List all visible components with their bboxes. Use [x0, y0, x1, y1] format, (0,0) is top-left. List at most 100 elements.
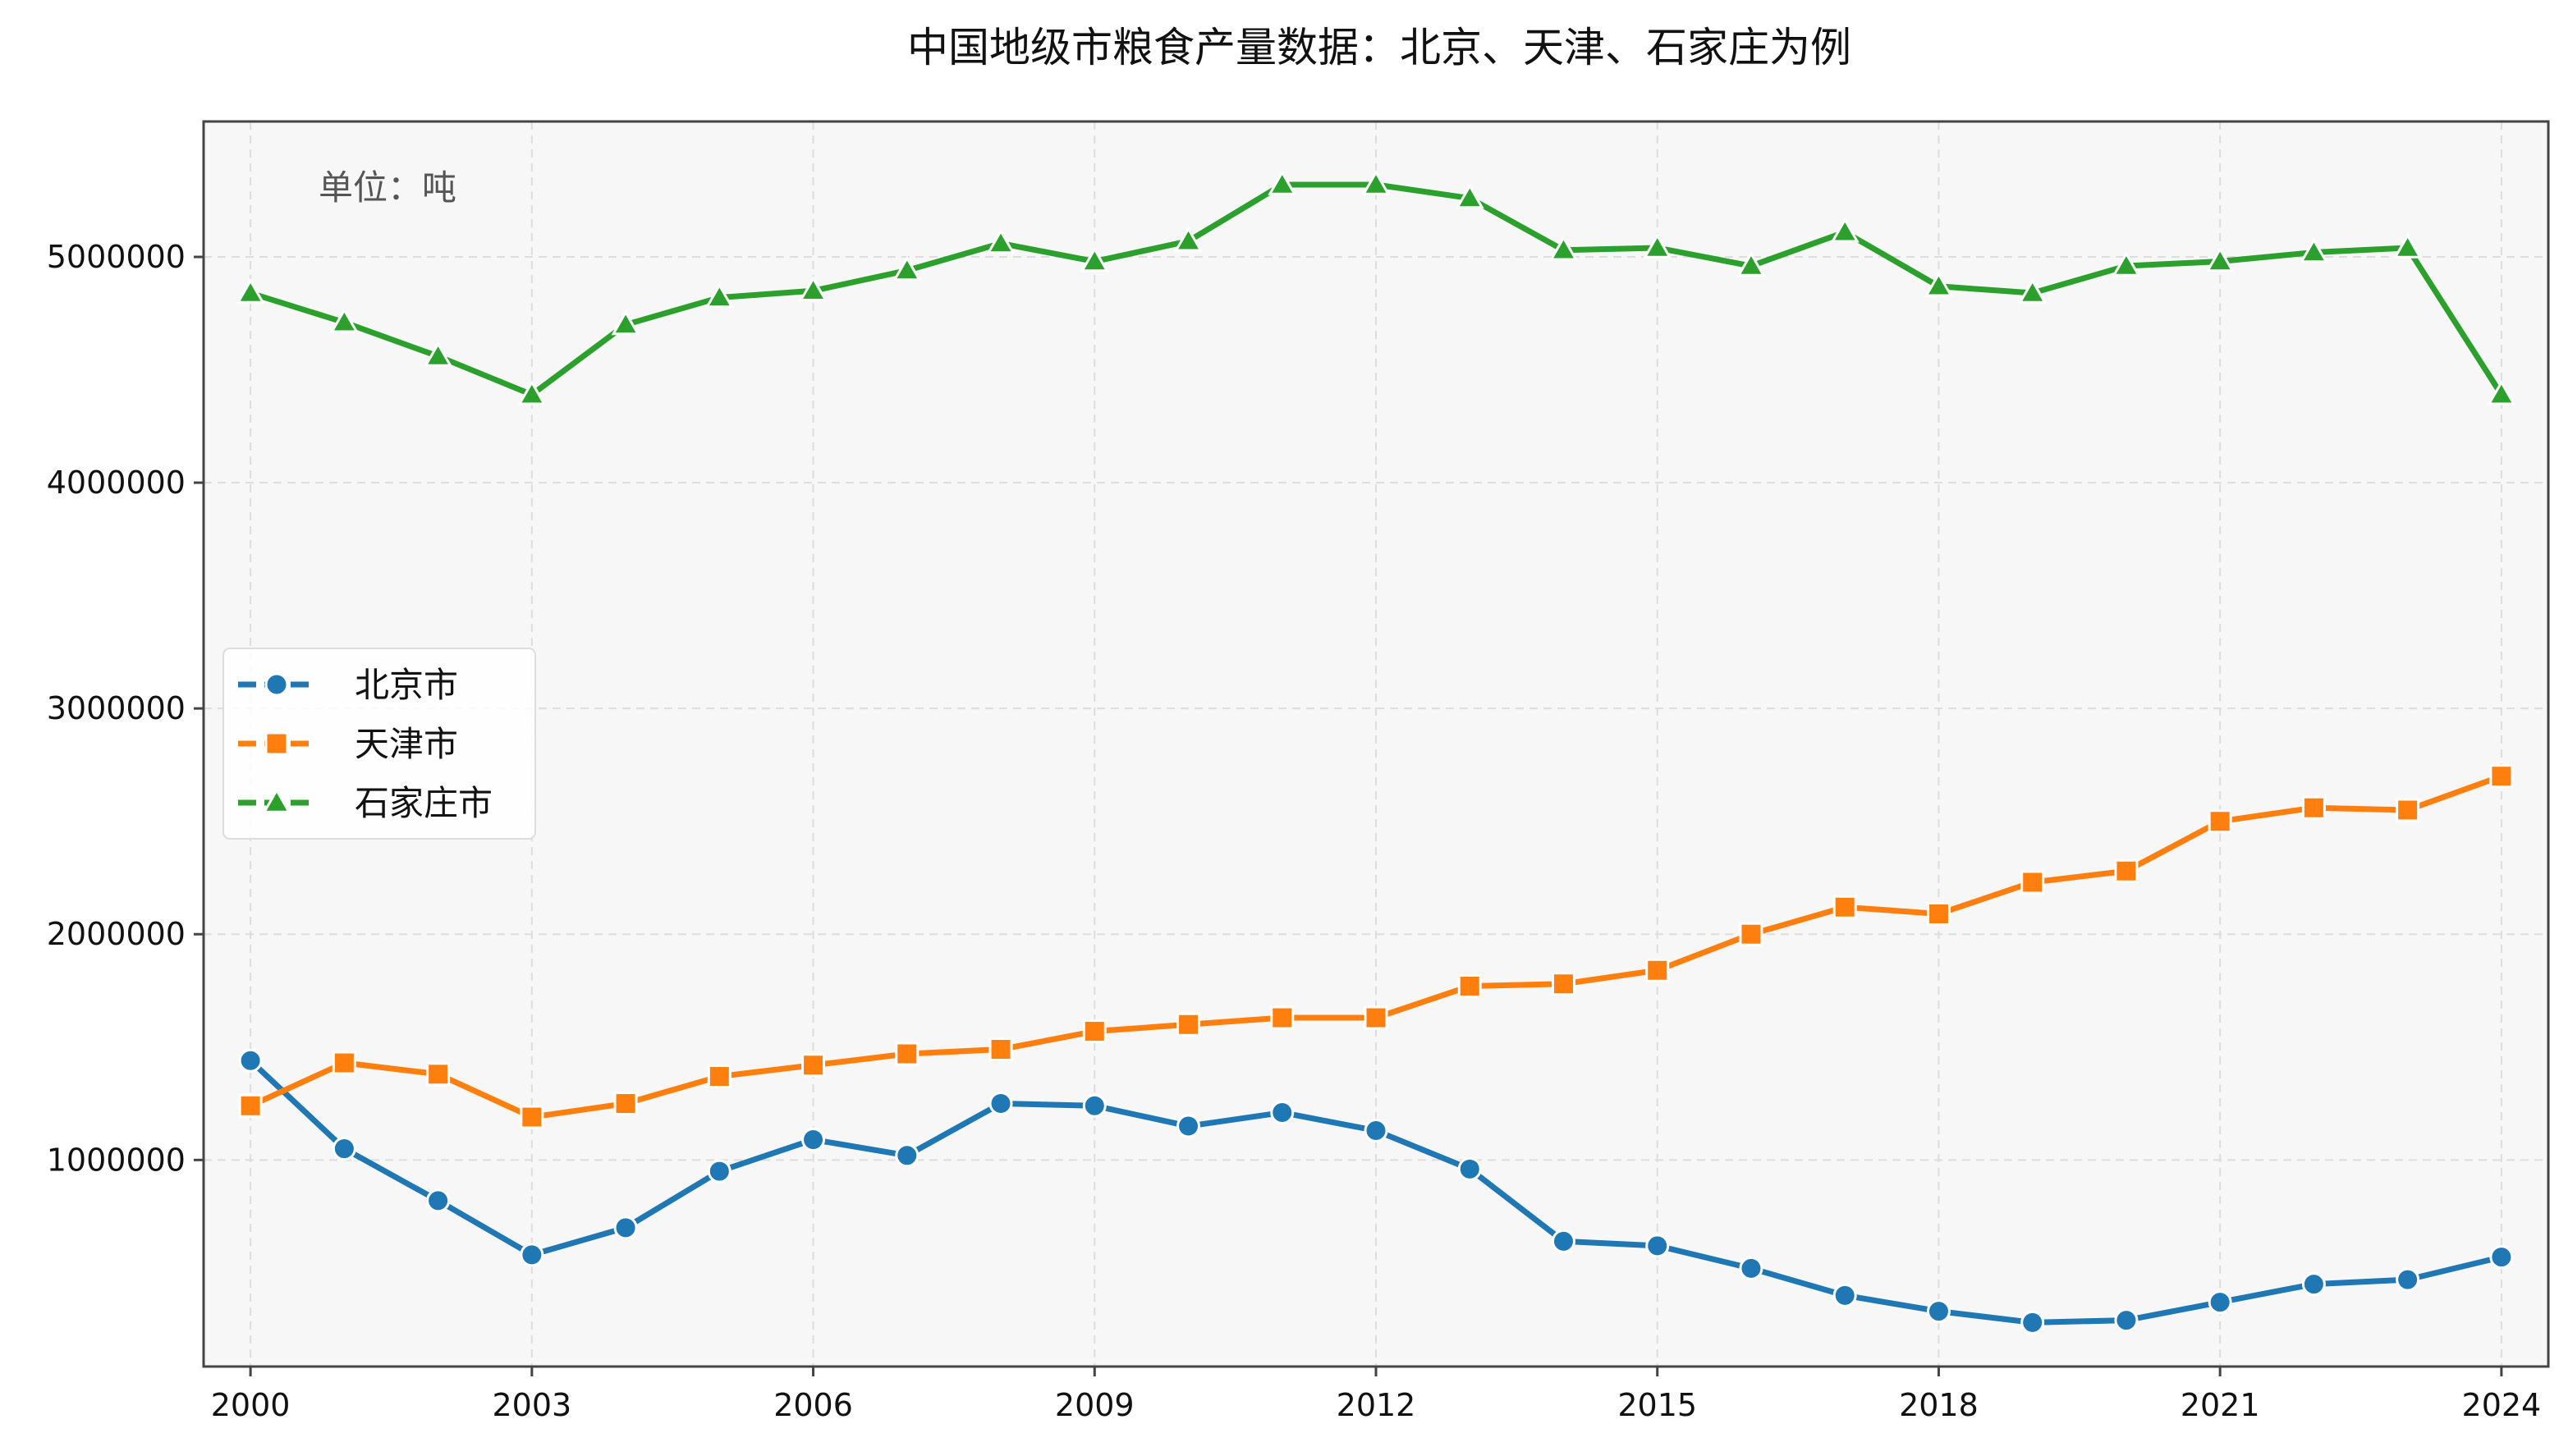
series-circle — [238, 1048, 2514, 1335]
data-point — [2489, 1245, 2514, 1270]
data-point — [2020, 870, 2045, 895]
data-point — [238, 1048, 263, 1073]
data-point — [1176, 1012, 1201, 1037]
data-point — [1173, 226, 1204, 252]
legend-label: 石家庄市 — [355, 783, 493, 823]
data-point — [236, 278, 265, 304]
data-point — [1176, 1114, 1201, 1138]
data-point — [1926, 1299, 1951, 1324]
data-point — [707, 1159, 731, 1184]
x-tick-label: 2012 — [1337, 1387, 1416, 1423]
x-tick-label: 2003 — [492, 1387, 571, 1423]
data-point — [2487, 379, 2516, 405]
data-point — [2208, 809, 2232, 834]
data-point — [704, 282, 734, 309]
data-point — [1739, 922, 1763, 946]
data-point — [520, 1105, 544, 1129]
data-point — [1268, 170, 1297, 195]
data-point — [332, 1051, 356, 1075]
data-point — [520, 1243, 544, 1267]
data-point — [1551, 1229, 1575, 1253]
data-point — [2114, 1308, 2139, 1333]
legend-item: 北京市 — [238, 665, 458, 705]
x-tick-label: 2000 — [211, 1387, 291, 1423]
data-point — [707, 1065, 731, 1089]
axes: 2000 2003 2006 2009 2012 2015 2018 2021 2024 1000… — [47, 239, 2541, 1423]
data-point — [2114, 858, 2139, 883]
x-tick-label: 2021 — [2181, 1387, 2260, 1423]
series-square — [238, 764, 2514, 1129]
data-point — [1457, 974, 1482, 999]
data-point — [801, 1128, 826, 1152]
data-point — [2489, 764, 2514, 789]
data-point — [1551, 972, 1575, 996]
data-point — [426, 1188, 451, 1213]
legend-item: 石家庄市 — [238, 783, 493, 823]
data-point — [895, 1143, 919, 1168]
legend-marker — [264, 672, 289, 697]
data-point — [2301, 1272, 2326, 1297]
data-point — [426, 1062, 451, 1087]
data-point — [329, 307, 359, 333]
series-group — [236, 170, 2516, 1335]
data-point — [1832, 895, 1857, 919]
data-point — [1080, 246, 1109, 272]
data-point — [1736, 251, 1766, 277]
data-point — [1082, 1019, 1107, 1044]
data-point — [517, 379, 547, 405]
x-tick-label: 2015 — [1617, 1387, 1697, 1423]
data-point — [801, 1053, 826, 1078]
data-point — [2396, 1267, 2420, 1292]
y-tick-label: 2000000 — [47, 916, 186, 952]
data-point — [613, 1216, 638, 1240]
legend-item: 天津市 — [238, 724, 458, 764]
data-point — [1455, 183, 1484, 209]
data-point — [1364, 1005, 1388, 1030]
data-point — [2299, 237, 2328, 263]
data-point — [1645, 1234, 1670, 1258]
data-point — [611, 309, 640, 336]
data-point — [1830, 217, 1860, 243]
y-tick-label: 1000000 — [47, 1142, 186, 1178]
data-point — [2301, 795, 2326, 820]
data-point — [1364, 1119, 1388, 1143]
legend-label: 天津市 — [355, 724, 458, 764]
data-point — [799, 276, 828, 302]
data-point — [2020, 1310, 2045, 1335]
data-point — [1643, 233, 1672, 259]
grid — [204, 121, 2548, 1367]
data-point — [1548, 235, 1579, 261]
chart-title: 中国地级市粮食产量数据：北京、天津、石家庄为例 — [907, 24, 1851, 71]
data-point — [613, 1092, 638, 1116]
x-tick-label: 2009 — [1055, 1387, 1135, 1423]
data-point — [1926, 901, 1951, 926]
data-point — [895, 1042, 919, 1066]
data-point — [238, 1093, 263, 1118]
legend-label: 北京市 — [355, 665, 458, 705]
data-point — [1457, 1156, 1482, 1181]
data-point — [892, 255, 922, 282]
data-point — [1924, 271, 1953, 297]
data-point — [2112, 251, 2141, 277]
data-point — [424, 341, 453, 367]
data-point — [1082, 1093, 1107, 1118]
x-tick-label: 2006 — [773, 1387, 853, 1423]
data-point — [988, 1037, 1013, 1062]
data-point — [1270, 1101, 1295, 1125]
legend-marker — [264, 731, 289, 756]
y-tick-label: 3000000 — [47, 690, 186, 726]
data-point — [1832, 1283, 1857, 1307]
data-point — [2393, 233, 2423, 259]
legend-box — [222, 648, 536, 840]
data-point — [2396, 798, 2420, 822]
data-point — [986, 228, 1016, 254]
data-point — [1270, 1005, 1295, 1030]
y-tick-label: 5000000 — [47, 239, 186, 275]
data-point — [1739, 1256, 1763, 1280]
data-point — [332, 1137, 356, 1161]
series-triangle — [236, 170, 2516, 405]
data-point — [1361, 170, 1391, 195]
